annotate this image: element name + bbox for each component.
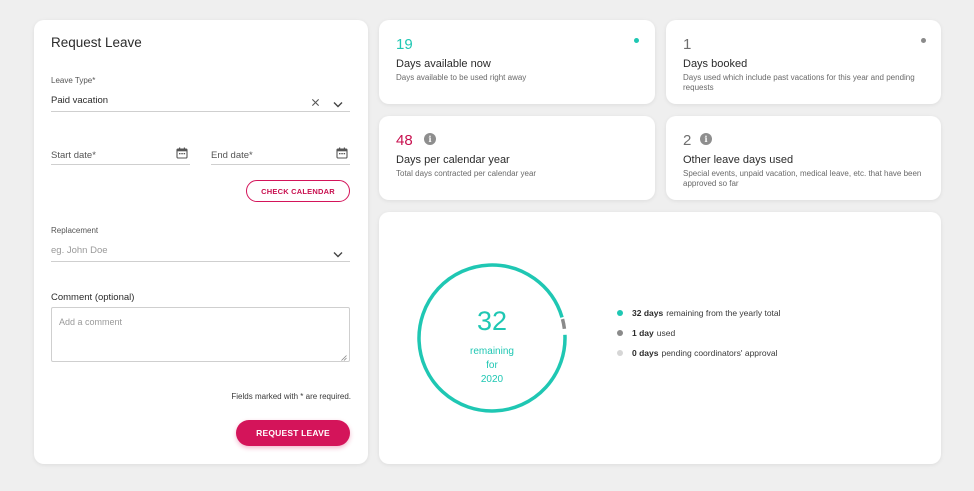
legend-used: 1 day used [617, 328, 675, 338]
days-per-year-value: 48 [396, 132, 413, 149]
comment-label: Comment (optional) [51, 292, 135, 303]
legend-dot [617, 350, 623, 356]
legend-pending-text: pending coordinators' approval [661, 348, 778, 358]
end-date-underline [211, 164, 350, 165]
days-per-year-desc: Total days contracted per calendar year [396, 169, 537, 178]
days-booked-card: 1 Days booked Days used which include pa… [666, 20, 941, 104]
start-date-underline [51, 164, 190, 165]
ring-center-line2: for [486, 360, 498, 371]
chevron-down-icon[interactable] [333, 95, 343, 113]
days-available-desc: Days available to be used right away [396, 73, 527, 82]
legend-pending: 0 days pending coordinators' approval [617, 348, 777, 358]
ring-center-line3: 2020 [481, 374, 504, 385]
comment-textarea[interactable]: Add a comment [51, 307, 350, 362]
resize-handle-icon[interactable] [341, 353, 347, 361]
calendar-icon[interactable] [176, 146, 188, 164]
form-title: Request Leave [51, 35, 142, 50]
replacement-label: Replacement [51, 226, 99, 235]
leave-summary-card: 32 remaining for 2020 32 days remaining … [379, 212, 941, 464]
days-available-value: 19 [396, 36, 413, 53]
other-leave-desc: Special events, unpaid vacation, medical… [683, 169, 922, 188]
required-fields-note: Fields marked with * are required. [231, 392, 351, 401]
ring-center-value: 32 [477, 306, 507, 336]
legend-used-text: used [656, 328, 676, 338]
chevron-down-icon[interactable] [333, 245, 343, 263]
status-dot [921, 38, 926, 43]
info-icon[interactable]: i [424, 133, 436, 145]
legend-used-value: 1 day [632, 328, 654, 338]
days-available-title: Days available now [396, 58, 491, 70]
comment-placeholder: Add a comment [59, 317, 123, 327]
days-per-year-card: 48 i Days per calendar year Total days c… [379, 116, 655, 200]
other-leave-title: Other leave days used [683, 154, 794, 166]
status-dot [634, 38, 639, 43]
ring-used-arc [417, 263, 567, 413]
ring-remaining-arc [417, 263, 567, 413]
replacement-underline [51, 261, 350, 262]
end-date-field[interactable]: End date* [211, 150, 253, 161]
request-leave-button[interactable]: REQUEST LEAVE [236, 420, 350, 446]
legend-dot [617, 310, 623, 316]
days-booked-desc: Days used which include past vacations f… [683, 73, 915, 92]
legend-remaining-value: 32 days [632, 308, 664, 318]
clear-icon[interactable] [311, 94, 320, 112]
days-booked-title: Days booked [683, 58, 748, 70]
legend-remaining: 32 days remaining from the yearly total [617, 308, 781, 318]
calendar-icon[interactable] [336, 146, 348, 164]
replacement-input[interactable]: eg. John Doe [51, 245, 108, 256]
legend-pending-value: 0 days [632, 348, 659, 358]
info-icon[interactable]: i [700, 133, 712, 145]
days-booked-value: 1 [683, 36, 692, 53]
remaining-days-ring: 32 remaining for 2020 [417, 263, 567, 413]
legend-remaining-text: remaining from the yearly total [666, 308, 781, 318]
legend-dot [617, 330, 623, 336]
check-calendar-button[interactable]: CHECK CALENDAR [246, 180, 350, 202]
leave-type-underline [51, 111, 350, 112]
days-per-year-title: Days per calendar year [396, 154, 510, 166]
start-date-field[interactable]: Start date* [51, 150, 96, 161]
leave-type-label: Leave Type* [51, 76, 96, 85]
leave-type-select[interactable]: Paid vacation [51, 95, 109, 106]
other-leave-value: 2 [683, 132, 692, 149]
ring-center-line1: remaining [470, 346, 514, 357]
days-available-card: 19 Days available now Days available to … [379, 20, 655, 104]
request-leave-card: Request Leave Leave Type* Paid vacation … [34, 20, 368, 464]
other-leave-card: 2 i Other leave days used Special events… [666, 116, 941, 200]
